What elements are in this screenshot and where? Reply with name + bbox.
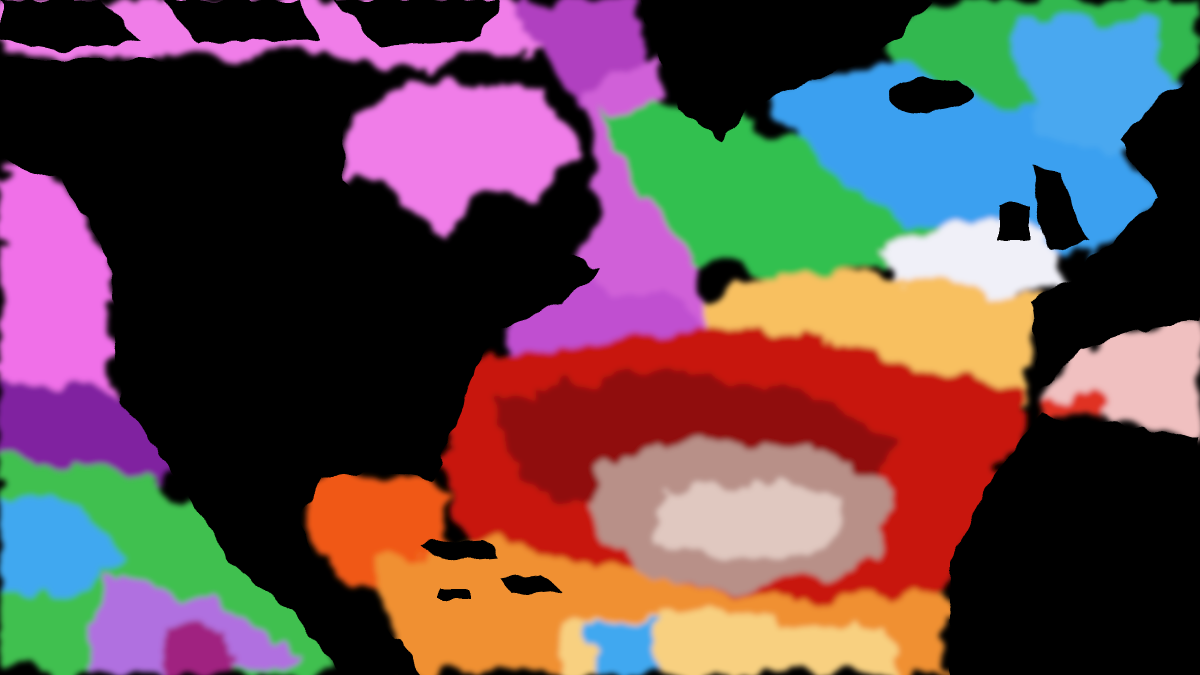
hispaniola xyxy=(500,575,560,595)
europe xyxy=(1030,60,1200,390)
pacific-blue xyxy=(0,500,130,600)
alboran-sea xyxy=(1040,395,1100,415)
arctic-island xyxy=(330,0,500,45)
pacific-green xyxy=(0,450,340,675)
africa xyxy=(950,415,1200,675)
iceland xyxy=(888,77,972,113)
north-america xyxy=(0,60,600,675)
ireland xyxy=(1000,205,1030,240)
pacific-deep-purple xyxy=(160,620,240,675)
great-britain xyxy=(1030,165,1090,250)
greenland xyxy=(640,0,930,140)
baja-california xyxy=(180,450,230,535)
jamaica xyxy=(440,590,470,600)
hudson-bay xyxy=(340,80,580,240)
pacific-magenta xyxy=(0,170,120,420)
cuba xyxy=(420,540,500,560)
north-atlantic-green xyxy=(600,100,960,280)
arctic-island xyxy=(160,0,320,45)
tropical-blue xyxy=(590,615,660,675)
arctic-island xyxy=(0,0,140,50)
warm-core-light xyxy=(660,480,850,560)
